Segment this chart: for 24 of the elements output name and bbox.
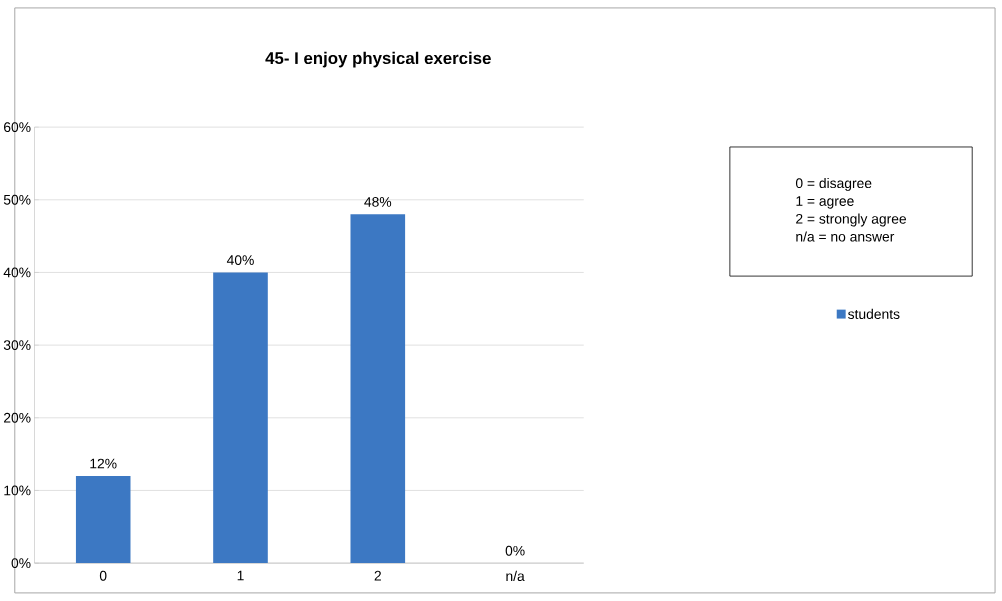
data-label: 48%	[364, 197, 392, 207]
data-label: 12%	[90, 458, 117, 469]
x-tick-label: 1	[237, 570, 244, 581]
y-tick-label: 20%	[4, 412, 31, 423]
y-tick-label: 50%	[3, 194, 31, 205]
x-tick-label: 2	[374, 570, 381, 581]
chart-title: 45- I enjoy physical exercise	[265, 51, 491, 68]
data-label: 40%	[226, 255, 254, 266]
x-tick-label: 0	[99, 570, 107, 581]
y-tick-label: 0%	[11, 558, 31, 569]
text: 0 = disagree	[795, 178, 872, 191]
legend-label: students	[848, 308, 900, 320]
x-tick-label: n/a	[506, 570, 525, 582]
data-label: 0%	[505, 545, 525, 556]
text: 1 = agree	[796, 196, 854, 209]
bar	[213, 272, 268, 564]
text: n/a = no answer	[796, 231, 895, 242]
y-tick-label: 40%	[3, 267, 31, 278]
bar	[75, 475, 131, 564]
y-tick-label: 60%	[4, 122, 31, 133]
y-tick-label: 30%	[3, 340, 31, 351]
bar	[350, 214, 406, 564]
text: 2 = strongly agree	[796, 213, 907, 227]
y-tick-label: 10%	[4, 485, 31, 496]
